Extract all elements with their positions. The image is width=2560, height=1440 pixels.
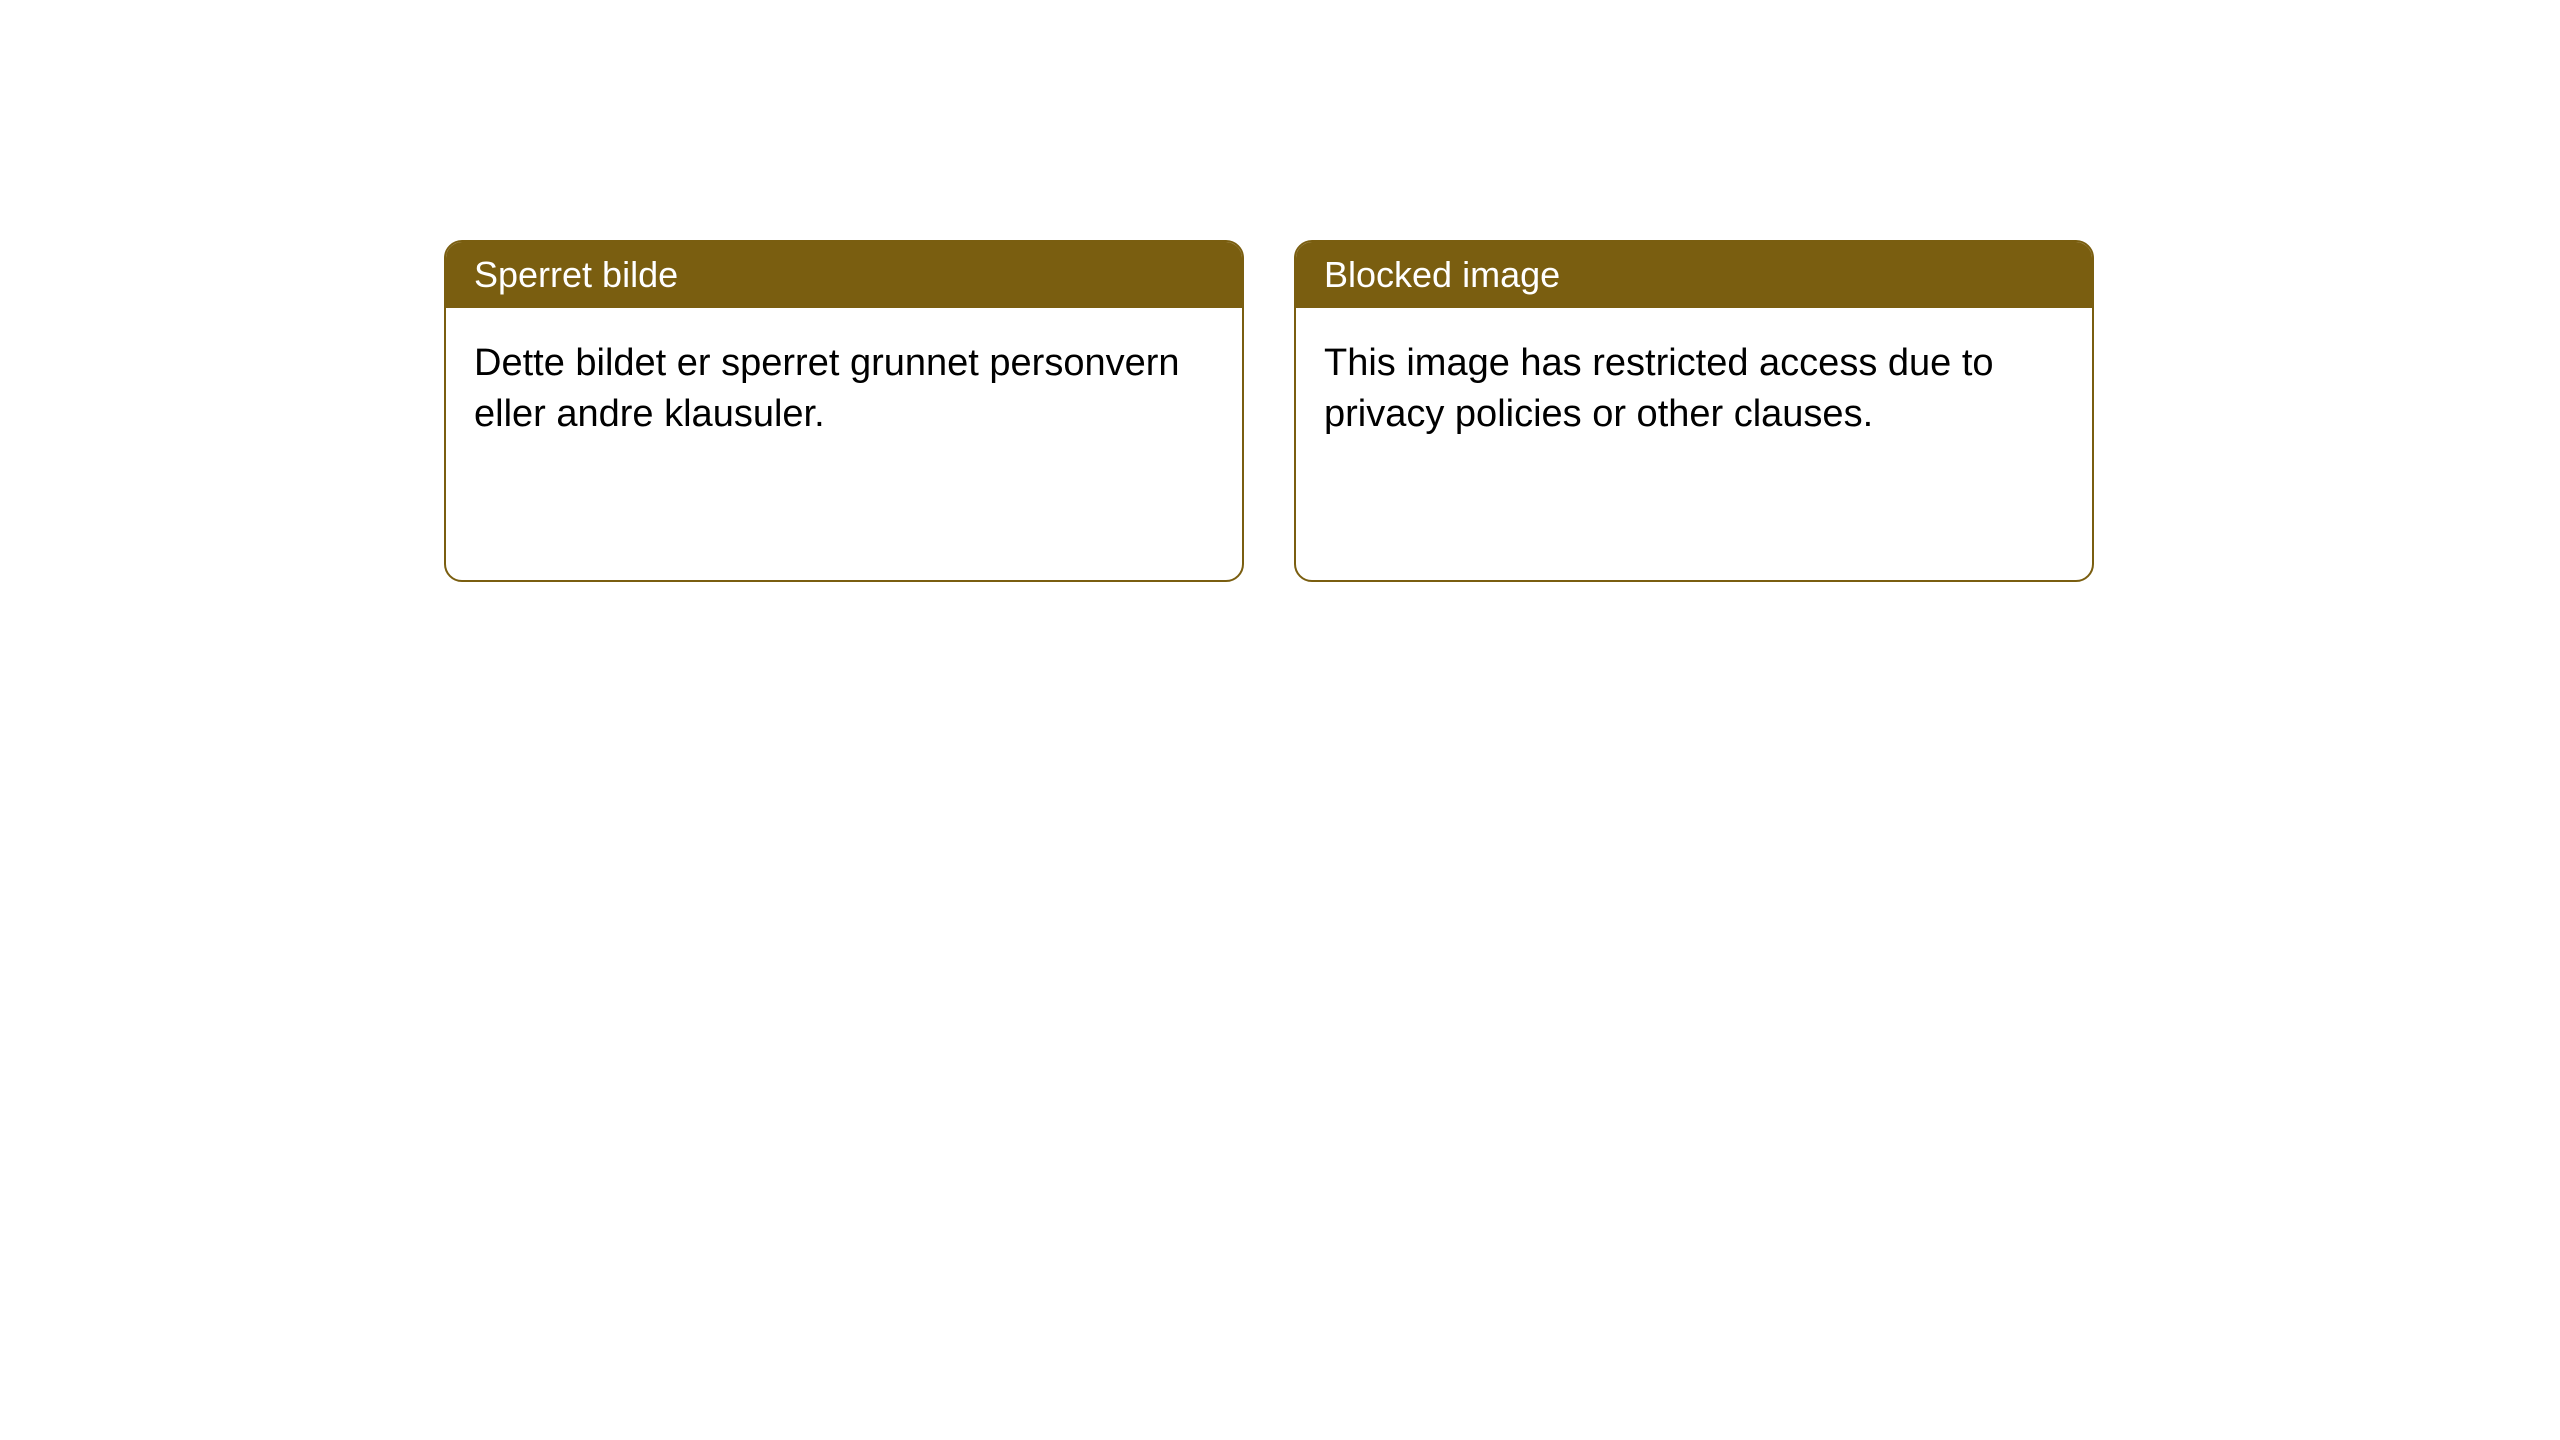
notice-box-english: Blocked image This image has restricted …	[1294, 240, 2094, 582]
notice-container: Sperret bilde Dette bildet er sperret gr…	[0, 0, 2560, 582]
notice-header: Sperret bilde	[446, 242, 1242, 308]
notice-body: Dette bildet er sperret grunnet personve…	[446, 308, 1242, 580]
notice-header: Blocked image	[1296, 242, 2092, 308]
notice-body: This image has restricted access due to …	[1296, 308, 2092, 580]
notice-box-norwegian: Sperret bilde Dette bildet er sperret gr…	[444, 240, 1244, 582]
